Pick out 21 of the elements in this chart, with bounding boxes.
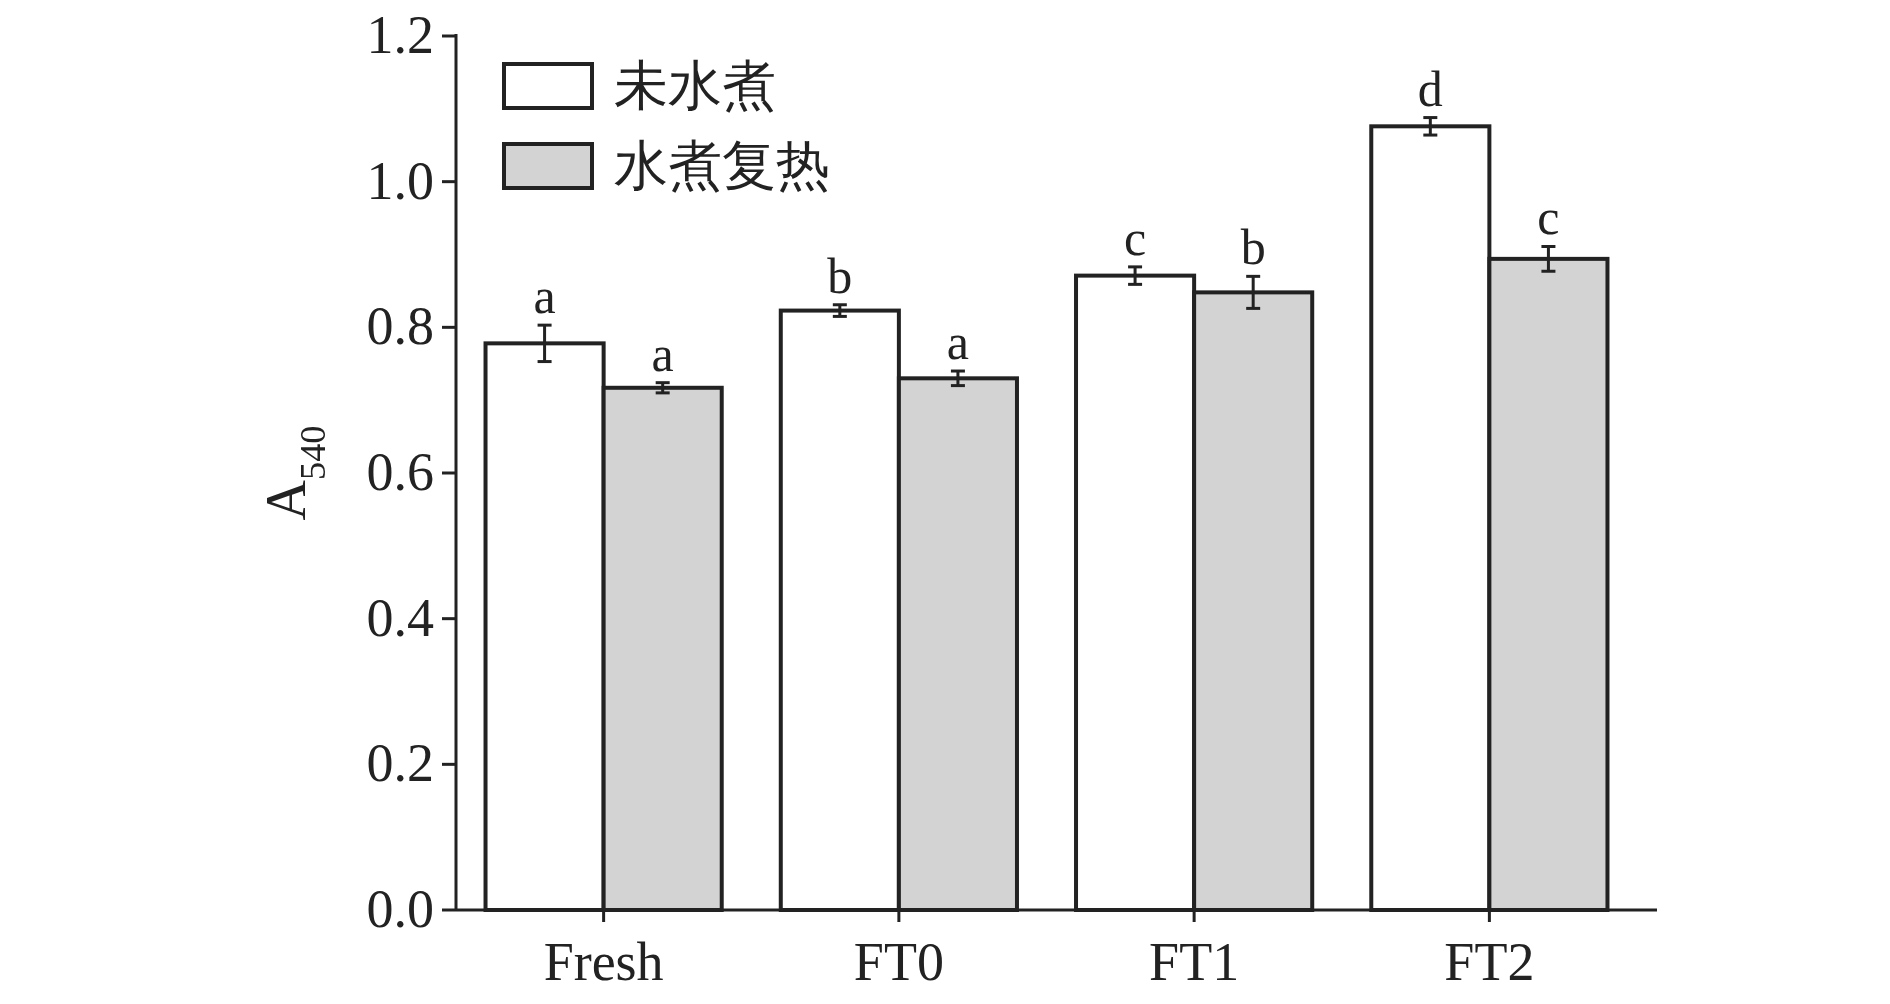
legend-label: 水煮复热 [614,136,830,196]
y-tick-label: 0.2 [366,733,434,794]
x-tick-label: FT1 [1149,932,1240,992]
y-tick-label: 1.2 [366,5,434,65]
y-tick-label: 0.6 [366,442,434,502]
annotation: c [1537,189,1560,246]
y-tick-label: 0.8 [366,296,434,357]
legend-label: 未水煮 [614,56,776,116]
annotation: a [946,314,970,371]
annotation: a [651,325,674,382]
x-tick-label: FT0 [853,932,944,992]
y-tick-label: 0.0 [366,879,434,939]
x-tick-label: FT2 [1444,932,1535,992]
annotation: d [1417,60,1443,117]
annotation: c [1123,209,1147,266]
annotation: b [827,247,853,304]
y-tick-label: 1.0 [366,150,434,211]
x-tick-label: Fresh [543,932,664,992]
y-tick-label: 0.4 [366,587,434,648]
annotation: b [1240,219,1266,276]
annotation: a [533,268,556,325]
